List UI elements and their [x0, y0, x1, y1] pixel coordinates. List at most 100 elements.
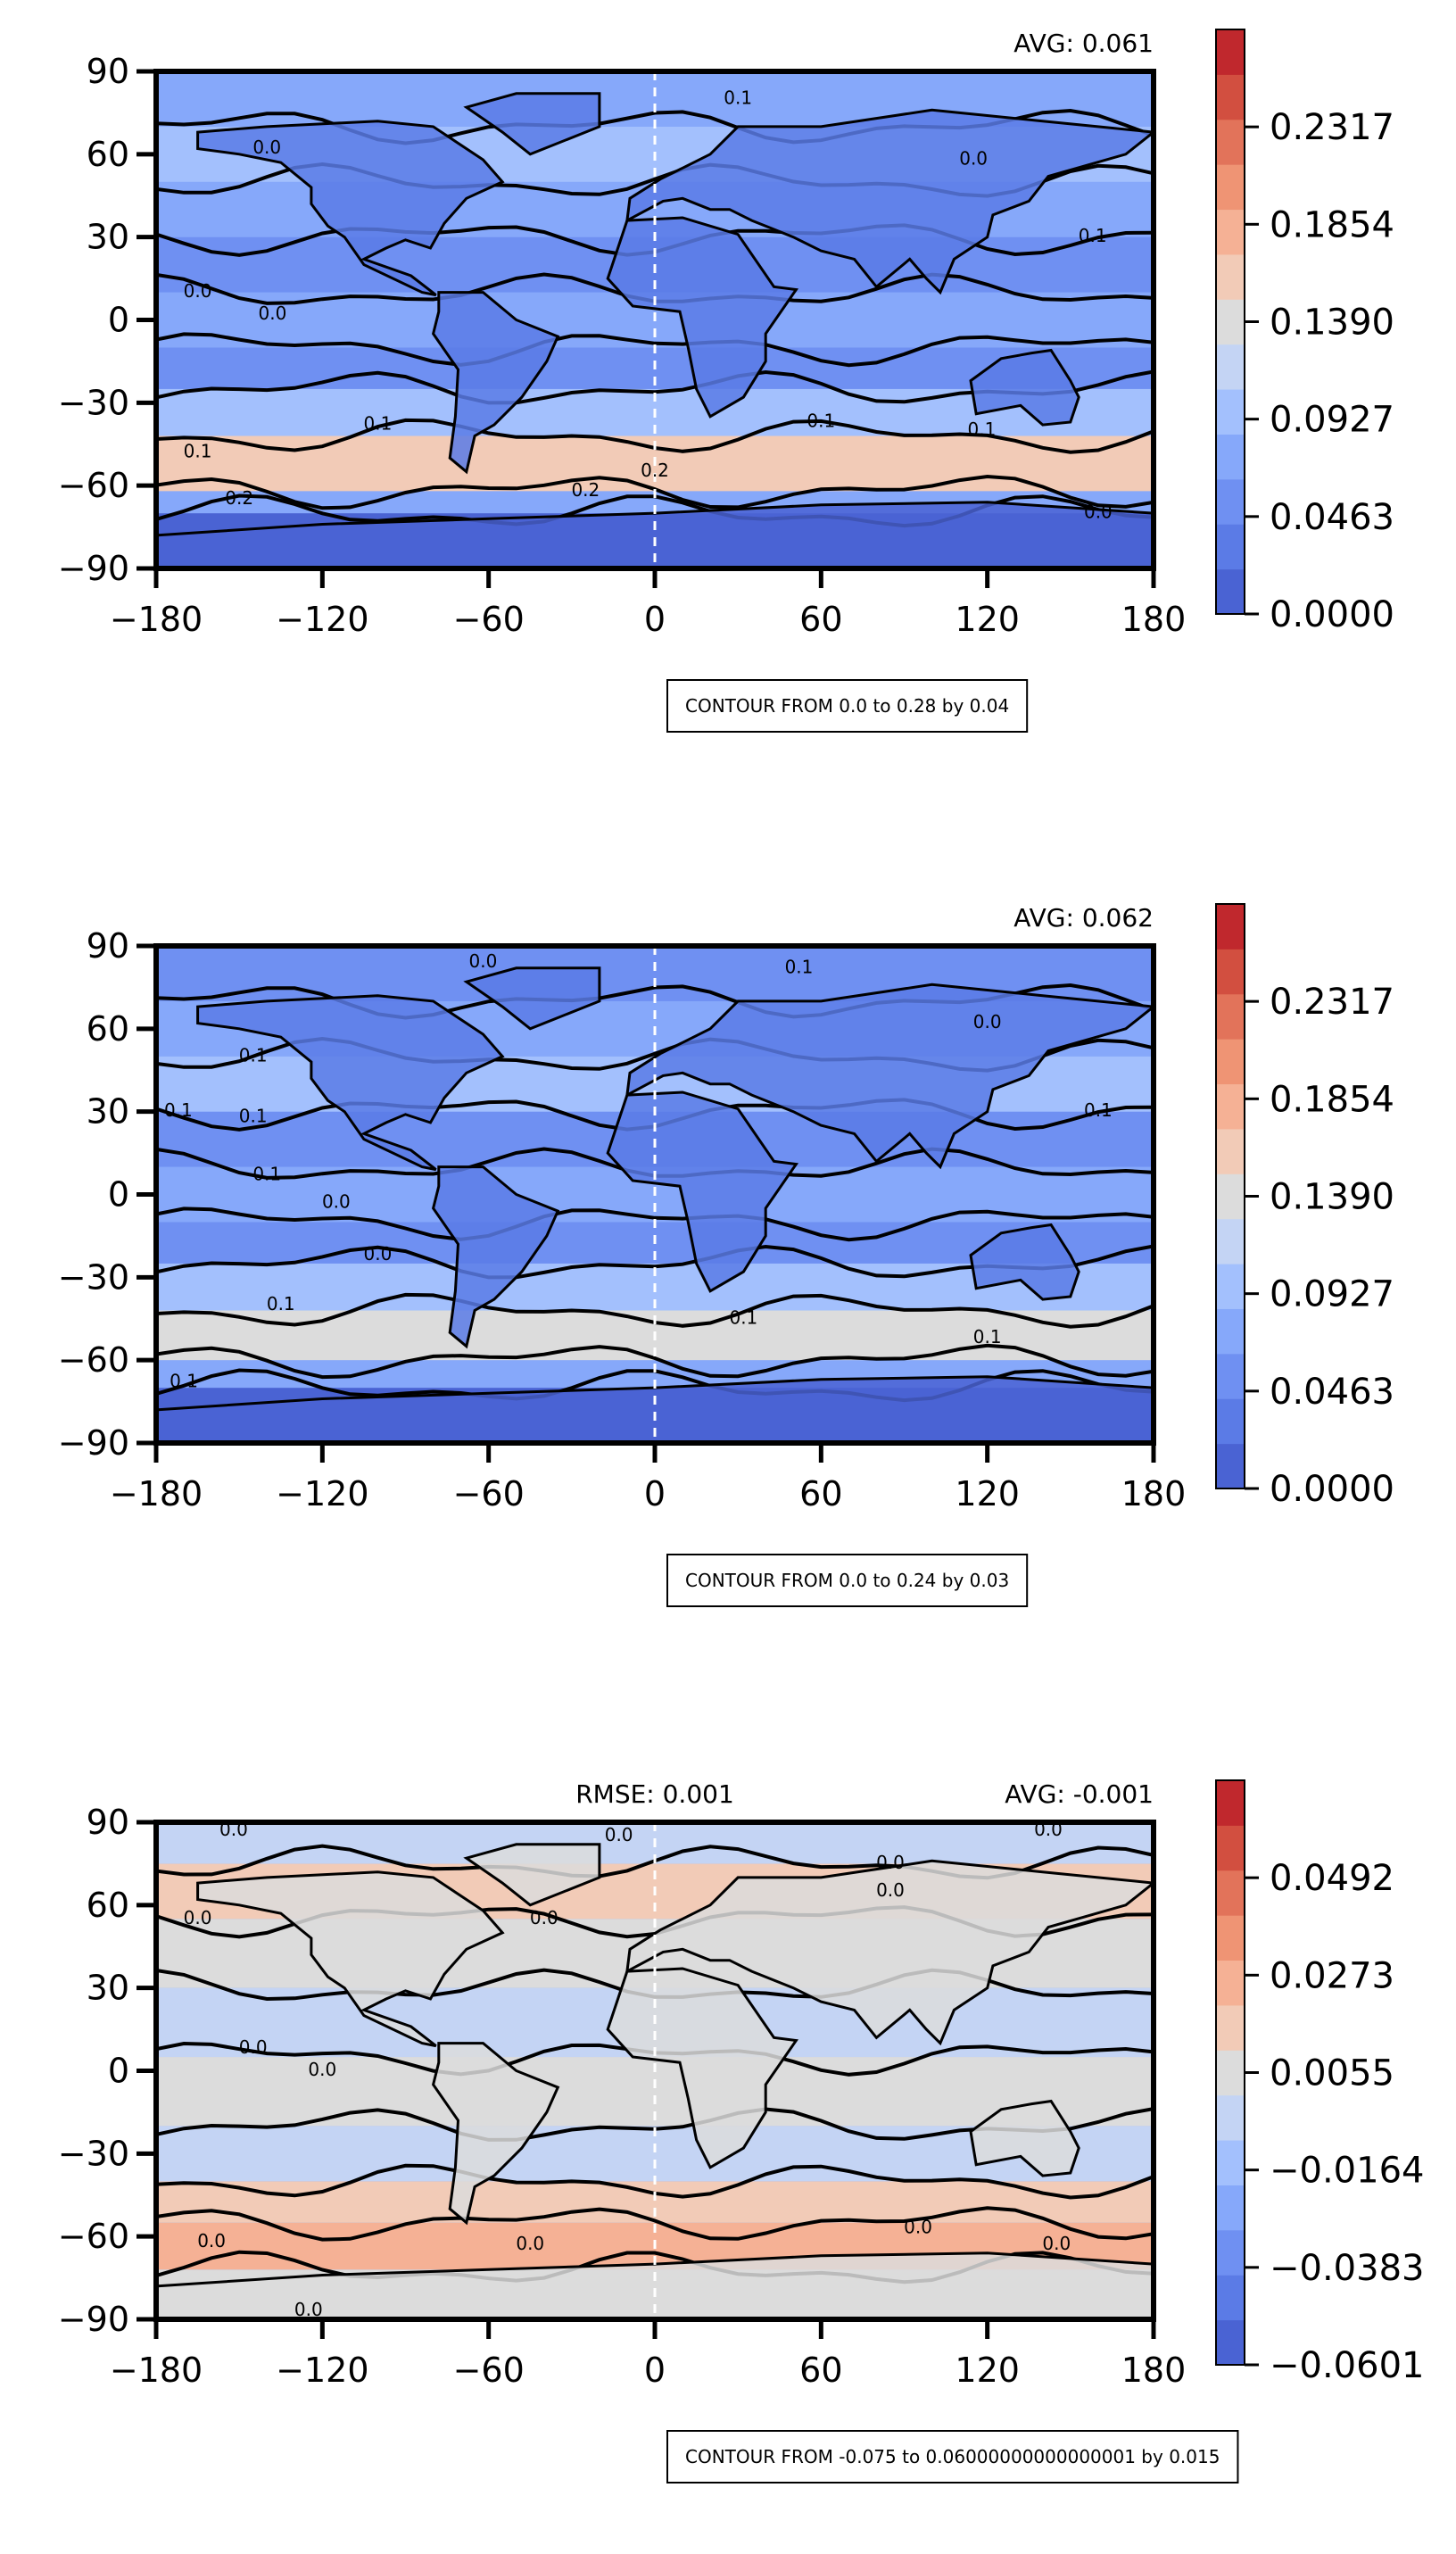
panel2-contour-label: 0.0 — [469, 950, 498, 972]
panel1-contour-note: CONTOUR FROM 0.0 to 0.28 by 0.04 — [685, 695, 1009, 717]
panel1-colorbar-swatch — [1216, 524, 1245, 570]
panel1-colorbar-swatch — [1216, 164, 1245, 211]
panel3-colorbar-swatch — [1216, 2094, 1245, 2141]
panel2-colorbar-tick-label: 0.2317 — [1270, 982, 1394, 1023]
panel3-contour-label: 0.0 — [904, 2216, 932, 2237]
panel1-colorbar-swatch — [1216, 568, 1245, 615]
panel1-contour-label: 0.1 — [184, 441, 212, 462]
panel2-x-tick-label: −120 — [276, 1474, 368, 1513]
panel2-colorbar-swatch — [1216, 1218, 1245, 1265]
panel1-y-tick-label: −30 — [58, 383, 129, 422]
panel2-contour-label: 0.1 — [164, 1099, 193, 1121]
panel2-y-tick-label: −60 — [58, 1340, 129, 1380]
panel3-x-tick-label: −120 — [276, 2351, 368, 2390]
panel3-colorbar-swatch — [1216, 2319, 1245, 2366]
panel3-contour-label: 0.0 — [605, 1824, 633, 1845]
panel2-x-tick-label: 60 — [799, 1474, 842, 1513]
panel3-contour-label: 0.0 — [239, 2036, 268, 2058]
panel3-contour-label: 0.0 — [1034, 1819, 1063, 1840]
panel2-land-outline — [196, 994, 505, 1172]
panel2-avg-label: AVG: 0.062 — [1013, 903, 1154, 933]
panel3-colorbar-swatch — [1216, 2140, 1245, 2185]
panel1-x-tick-label: −60 — [453, 600, 525, 639]
panel3-avg-label: AVG: -0.001 — [1005, 1779, 1154, 1809]
panel3-contour-note-box — [666, 2430, 1239, 2484]
panel1-contour-label: 0.2 — [225, 487, 253, 509]
panel2-land-outline — [431, 1165, 560, 1349]
map-panel-3-svg: 0.0 0.0 0.00.0 0.00.00.00.00.00.0 0.00.00.00… — [58, 1779, 1424, 2484]
panel3-contour-label: 0.0 — [516, 2233, 544, 2254]
panel3-contour-label: 0.0 — [1042, 2233, 1071, 2254]
panel1-colorbar-swatch — [1216, 253, 1245, 300]
panel3-plot-area: 0.0 0.0 0.0 0.0 0.0 0.0 0.0 0.0 0.0 0.0 0.0 0.0 0.0 0… — [156, 1819, 1154, 2319]
panel2-colorbar-tick-label: 0.0463 — [1270, 1372, 1394, 1413]
panel1-colorbar-swatch — [1216, 478, 1245, 525]
panel2-y-tick-label: 60 — [87, 1009, 129, 1049]
panel1-contour-label: 0.0 — [184, 280, 212, 302]
map-panel-2-svg: 0.10.00.10.1 0.10.10.00.00.10.10.10.10.00… — [58, 903, 1394, 1607]
panel3-land-outline — [625, 1859, 1154, 2046]
panel1-land-outline — [196, 120, 505, 297]
panel2-contour-note: CONTOUR FROM 0.0 to 0.24 by 0.03 — [685, 1570, 1009, 1591]
panel1-colorbar-swatch — [1216, 344, 1245, 390]
panel2-contour-line — [156, 1343, 1154, 1380]
panel1-colorbar-swatch — [1216, 29, 1245, 75]
panel3-colorbar-swatch — [1216, 2004, 1245, 2051]
panel3-land-outline — [196, 1870, 505, 2048]
panel2-colorbar-tick-label: 0.1854 — [1270, 1079, 1394, 1120]
panel2-contour-label: 0.1 — [267, 1293, 295, 1314]
panel3-colorbar-swatch — [1216, 2185, 1245, 2231]
panel3-y-tick-label: −60 — [58, 2217, 129, 2256]
panel1-colorbar-swatch — [1216, 434, 1245, 480]
map-panel-2: 0.1 0.0 0.1 0.1 0.1 0.1 0.0 0.0 0.1 0.1 0.1 0.1 0.0 0… — [0, 875, 1456, 1678]
panel1-colorbar-tick-label: 0.1854 — [1270, 204, 1394, 245]
panel1-plot-area: 0.1 0.0 0.0 0.0 0.1 0.1 0.2 0.2 0.2 0.1 0.1 0.1 0.0 0… — [156, 71, 1154, 568]
panel3-colorbar-swatch — [1216, 2050, 1245, 2096]
panel1-avg-label: AVG: 0.061 — [1013, 29, 1154, 58]
panel2-y-tick-label: 30 — [87, 1092, 129, 1132]
panel2-land-outline — [625, 983, 1154, 1170]
panel2-y-tick-label: 90 — [87, 926, 129, 966]
panel2-contour-note-box — [666, 1554, 1029, 1607]
panel2-colorbar-swatch — [1216, 949, 1245, 995]
panel3-y-tick-label: 60 — [87, 1886, 129, 1925]
panel2-contour-label: 0.0 — [364, 1243, 393, 1265]
panel3-contour-label: 0.0 — [308, 2059, 336, 2080]
panel1-contour-label: 0.0 — [1084, 502, 1113, 523]
panel1-y-tick-label: 60 — [87, 135, 129, 174]
panel1-colorbar-swatch — [1216, 119, 1245, 165]
panel1-contour-label: 0.2 — [641, 460, 669, 481]
panel1-contour-label: 0.0 — [252, 137, 281, 158]
panel2-contour-label: 0.1 — [252, 1163, 281, 1184]
panel1-x-tick-label: −180 — [110, 600, 203, 639]
panel2-contour-label: 0.1 — [170, 1370, 198, 1391]
panel3-contour-label: 0.0 — [184, 1907, 212, 1928]
panel2-x-tick-label: −180 — [110, 1474, 203, 1513]
panel2-colorbar-swatch — [1216, 1398, 1245, 1445]
panel1-colorbar-tick-label: 0.1390 — [1270, 303, 1394, 344]
panel2-land-outline — [969, 1223, 1080, 1301]
panel1-colorbar-tick-label: 0.2317 — [1270, 107, 1394, 148]
panel3-y-tick-label: −30 — [58, 2134, 129, 2173]
panel3-x-tick-label: −180 — [110, 2351, 203, 2390]
panel3-contour-label: 0.0 — [219, 1819, 248, 1840]
panel2-colorbar-swatch — [1216, 1443, 1245, 1489]
map-panel-3: 0.0 0.0 0.0 0.0 0.0 0.0 0.0 0.0 0.0 0.0 0.0 0.0 0.0 0… — [0, 1751, 1456, 2554]
panel2-x-tick-label: 180 — [1121, 1474, 1187, 1513]
panel1-x-tick-label: 120 — [955, 600, 1020, 639]
panel2-land-outline — [156, 1375, 1154, 1443]
panel3-y-tick-label: −90 — [58, 2300, 129, 2339]
panel1-y-tick-label: −60 — [58, 466, 129, 505]
panel3-colorbar-swatch — [1216, 1780, 1245, 1826]
panel1-colorbar-swatch — [1216, 299, 1245, 345]
panel1-x-tick-label: −120 — [276, 600, 368, 639]
panel2-contour-label: 0.1 — [729, 1306, 757, 1328]
panel3-land-outline — [463, 1843, 601, 1907]
panel1-land-outline — [463, 92, 601, 156]
panel1-y-tick-label: −90 — [58, 549, 129, 588]
map-panel-1-svg: 0.10.00.00.00.10.10.2 0.20.20.1 0.10.10.00… — [58, 29, 1394, 733]
panel3-colorbar-swatch — [1216, 2229, 1245, 2276]
panel2-colorbar-swatch — [1216, 904, 1245, 949]
panel3-rmse-label: RMSE: 0.001 — [575, 1779, 734, 1809]
panel2-contour-label: 0.1 — [239, 1044, 268, 1066]
